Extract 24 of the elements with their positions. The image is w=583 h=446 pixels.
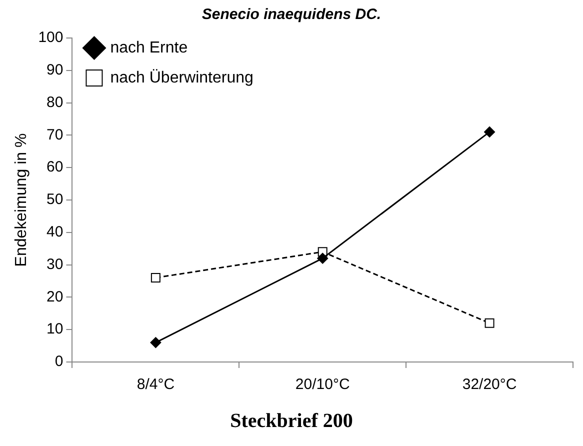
x-tick-label: 20/10°C — [295, 376, 350, 394]
x-tick-label: 32/20°C — [462, 376, 517, 394]
legend-label: nach Überwinterung — [110, 68, 254, 86]
point — [150, 273, 160, 283]
y-tick-label: 30 — [46, 256, 64, 273]
point — [150, 337, 162, 348]
y-tick-label: 40 — [46, 224, 64, 241]
y-tick-label: 100 — [38, 29, 64, 46]
y-tick-label: 80 — [46, 94, 64, 111]
y-axis-title: Endekeimung in % — [13, 133, 30, 267]
y-tick-label: 60 — [46, 158, 64, 176]
y-tick-label: 50 — [46, 191, 64, 208]
y-tick-label: 90 — [46, 62, 64, 79]
text: Steckbrief 200 — [229, 410, 354, 433]
point — [317, 252, 328, 264]
y-tick-label: 10 — [46, 320, 64, 338]
point — [484, 126, 496, 138]
y-tick-label: 70 — [46, 126, 64, 144]
point — [484, 318, 494, 328]
y-tick-label: 0 — [54, 353, 64, 370]
chart-title: Senecio inaequidens DC. — [200, 6, 382, 23]
legend-label: nach Ernte — [110, 39, 188, 56]
x-tick-label: 8/4°C — [136, 376, 175, 394]
y-tick-label: 20 — [46, 288, 64, 306]
